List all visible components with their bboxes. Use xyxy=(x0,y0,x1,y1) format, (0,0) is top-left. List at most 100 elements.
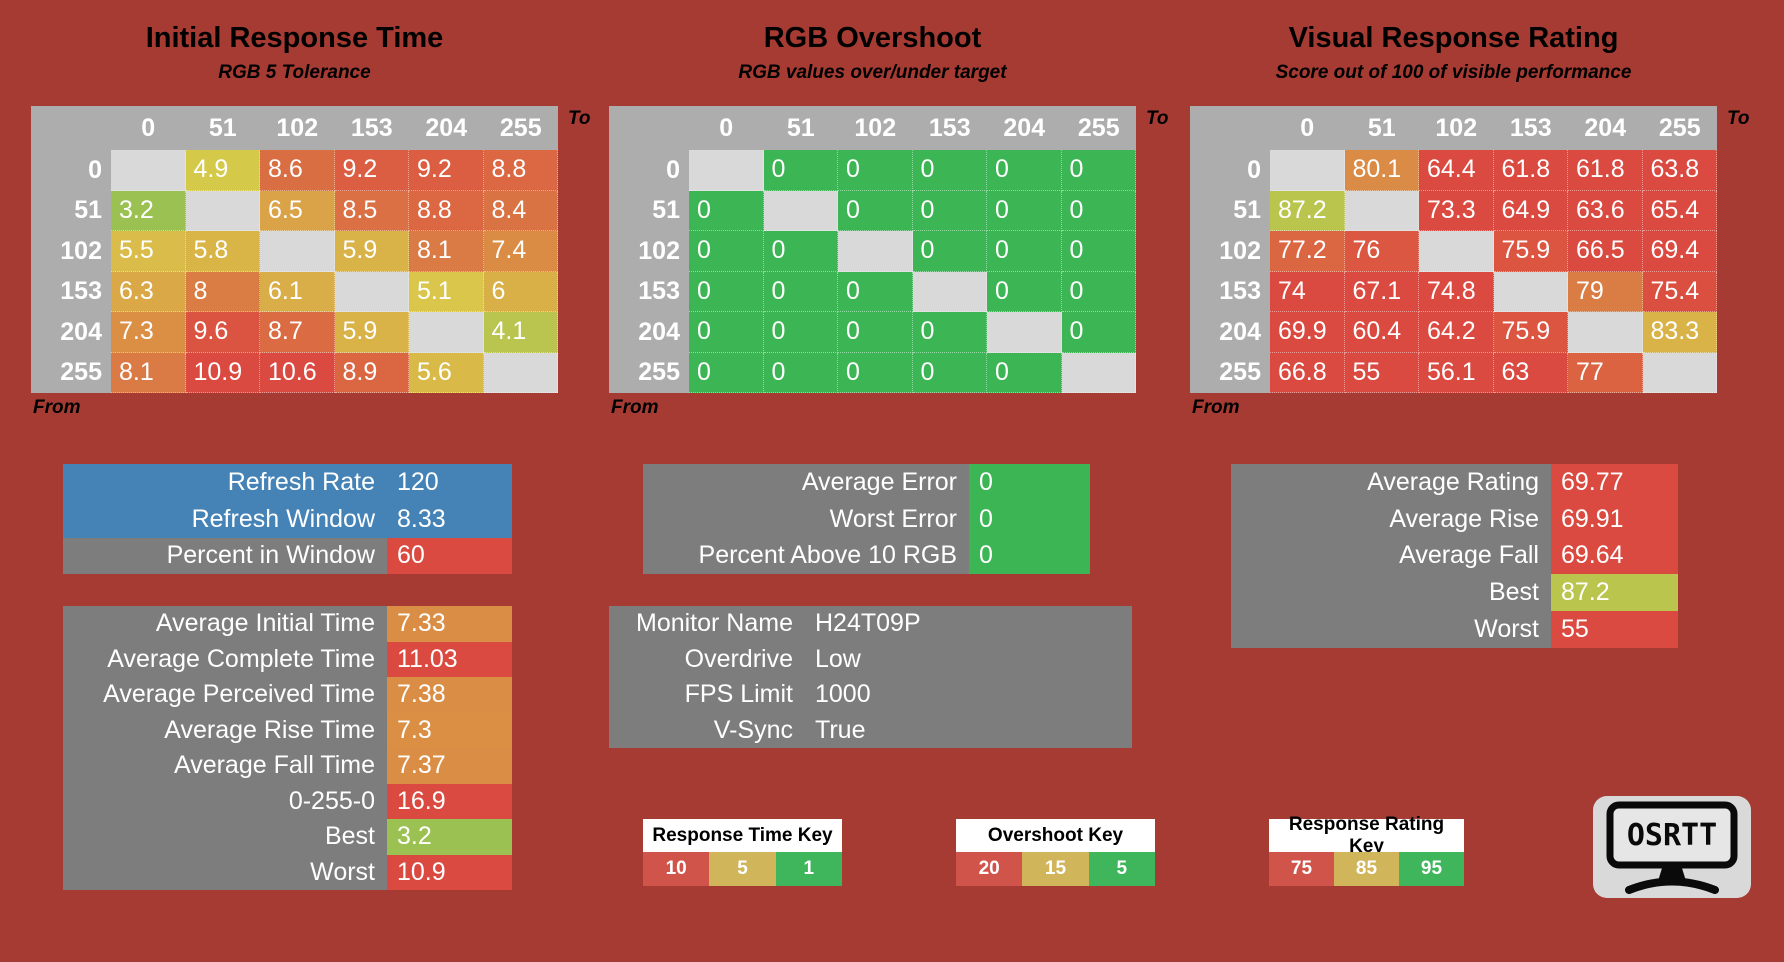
heatmap-corner xyxy=(31,106,111,150)
key-cells: 20 15 5 xyxy=(956,852,1155,886)
heatmap-cell: 60.4 xyxy=(1344,312,1419,353)
stat-label: Best xyxy=(63,819,387,855)
heatmap-cell: 0 xyxy=(689,231,764,272)
heatmap-cell: 74 xyxy=(1270,271,1345,312)
key-cell: 1 xyxy=(775,852,842,886)
stat-row: FPS Limit 1000 xyxy=(609,677,1132,713)
column-header: 255 xyxy=(1061,106,1136,150)
heatmap-cell: 66.8 xyxy=(1270,352,1345,393)
stat-label: FPS Limit xyxy=(609,677,805,713)
heatmap-cell xyxy=(334,271,409,312)
heatmap-cell: 5.6 xyxy=(409,352,484,393)
stat-label: Average Initial Time xyxy=(63,606,387,642)
heatmap-cell: 5.9 xyxy=(334,231,409,272)
heatmap-cell: 77.2 xyxy=(1270,231,1345,272)
heatmap-cell: 0 xyxy=(1061,231,1136,272)
heatmap-cell: 0 xyxy=(838,190,913,231)
column-header: 204 xyxy=(409,106,484,150)
column-header: 153 xyxy=(334,106,409,150)
heatmap-cell: 0 xyxy=(689,190,764,231)
stat-row: Refresh Rate 120 xyxy=(63,464,512,501)
key-response-rating-key: Response Rating Key 75 85 95 xyxy=(1269,814,1464,886)
stat-row: Worst 55 xyxy=(1231,611,1678,648)
stat-row: V-Sync True xyxy=(609,712,1132,748)
key-cell: 5 xyxy=(1088,852,1155,886)
heatmap-cell xyxy=(1419,231,1494,272)
heatmap-cell: 64.4 xyxy=(1419,150,1494,191)
heatmap-cell xyxy=(1270,150,1345,191)
column-header: 0 xyxy=(689,106,764,150)
row-header: 204 xyxy=(31,312,111,353)
stat-box-monitor-info: Monitor Name H24T09P Overdrive Low FPS Limit… xyxy=(609,606,1132,748)
heatmap-cell: 67.1 xyxy=(1344,271,1419,312)
heatmap-cell: 65.4 xyxy=(1642,190,1717,231)
stat-label: V-Sync xyxy=(609,712,805,748)
heatmap-cell xyxy=(409,312,484,353)
heatmap-cell: 0 xyxy=(912,190,987,231)
heatmap-cell: 9.2 xyxy=(334,150,409,191)
stat-value: 55 xyxy=(1551,611,1678,648)
key-cell: 95 xyxy=(1399,852,1464,886)
heatmap-cell: 63.8 xyxy=(1642,150,1717,191)
stat-label: Average Perceived Time xyxy=(63,677,387,713)
stat-row: Average Rise Time 7.3 xyxy=(63,712,512,748)
stat-row: Worst 10.9 xyxy=(63,854,512,890)
stat-row: Overdrive Low xyxy=(609,641,1132,677)
key-overshoot-key: Overshoot Key 20 15 5 xyxy=(956,819,1155,886)
stat-value: H24T09P xyxy=(805,606,1132,642)
stat-row: Average Error 0 xyxy=(643,464,1090,501)
heatmap-cell: 80.1 xyxy=(1344,150,1419,191)
stat-value: 60 xyxy=(387,537,512,575)
key-title: Overshoot Key xyxy=(956,819,1155,852)
stat-row: Average Perceived Time 7.38 xyxy=(63,677,512,713)
stat-label: Average Rating xyxy=(1231,464,1551,501)
stat-value: 1000 xyxy=(805,677,1132,713)
column-header: 51 xyxy=(185,106,260,150)
column-header: 0 xyxy=(1270,106,1345,150)
heatmap-cell: 61.8 xyxy=(1493,150,1568,191)
heatmap-cell: 0 xyxy=(1061,271,1136,312)
heatmap-cell: 0 xyxy=(838,352,913,393)
stat-label: Refresh Rate xyxy=(63,464,387,501)
heatmap-cell xyxy=(1493,271,1568,312)
heatmap-cell: 7.3 xyxy=(111,312,186,353)
panel-subtitle: RGB 5 Tolerance xyxy=(218,62,371,83)
heatmap-cell xyxy=(1642,352,1717,393)
heatmap-cell: 5.1 xyxy=(409,271,484,312)
heatmap-cell: 0 xyxy=(987,150,1062,191)
heatmap-cell: 0 xyxy=(763,352,838,393)
heatmap-cell: 8.6 xyxy=(260,150,335,191)
stat-label: Overdrive xyxy=(609,641,805,677)
heatmap-cell: 10.9 xyxy=(185,352,260,393)
column-header: 255 xyxy=(1642,106,1717,150)
heatmap-cell: 64.9 xyxy=(1493,190,1568,231)
panel-subtitle: RGB values over/under target xyxy=(738,62,1007,83)
stat-label: Average Fall xyxy=(1231,537,1551,575)
heatmap-cell: 5.5 xyxy=(111,231,186,272)
heatmap-cell xyxy=(1568,312,1643,353)
column-header: 204 xyxy=(987,106,1062,150)
row-header: 255 xyxy=(31,352,111,393)
stat-row: Percent in Window 60 xyxy=(63,537,512,575)
key-cells: 10 5 1 xyxy=(643,852,842,886)
stat-value: 3.2 xyxy=(387,819,512,855)
heatmap-cell: 0 xyxy=(763,312,838,353)
heatmap-cell: 0 xyxy=(689,352,764,393)
row-header: 153 xyxy=(1190,271,1270,312)
stat-value: 11.03 xyxy=(387,641,512,677)
heatmap-cell xyxy=(838,231,913,272)
panel-title: RGB Overshoot xyxy=(763,22,982,54)
stat-row: Average Fall 69.64 xyxy=(1231,537,1678,575)
heatmap-corner xyxy=(1190,106,1270,150)
to-axis-label: To xyxy=(1727,108,1750,129)
row-header: 51 xyxy=(1190,190,1270,231)
stat-label: Best xyxy=(1231,574,1551,612)
column-header: 102 xyxy=(838,106,913,150)
column-header: 0 xyxy=(111,106,186,150)
heatmap-cell: 61.8 xyxy=(1568,150,1643,191)
heatmap-cell: 3.2 xyxy=(111,190,186,231)
heatmap-cell: 8.8 xyxy=(483,150,558,191)
from-axis-label: From xyxy=(33,397,81,418)
column-header: 255 xyxy=(483,106,558,150)
stat-label: Average Error xyxy=(643,464,969,501)
